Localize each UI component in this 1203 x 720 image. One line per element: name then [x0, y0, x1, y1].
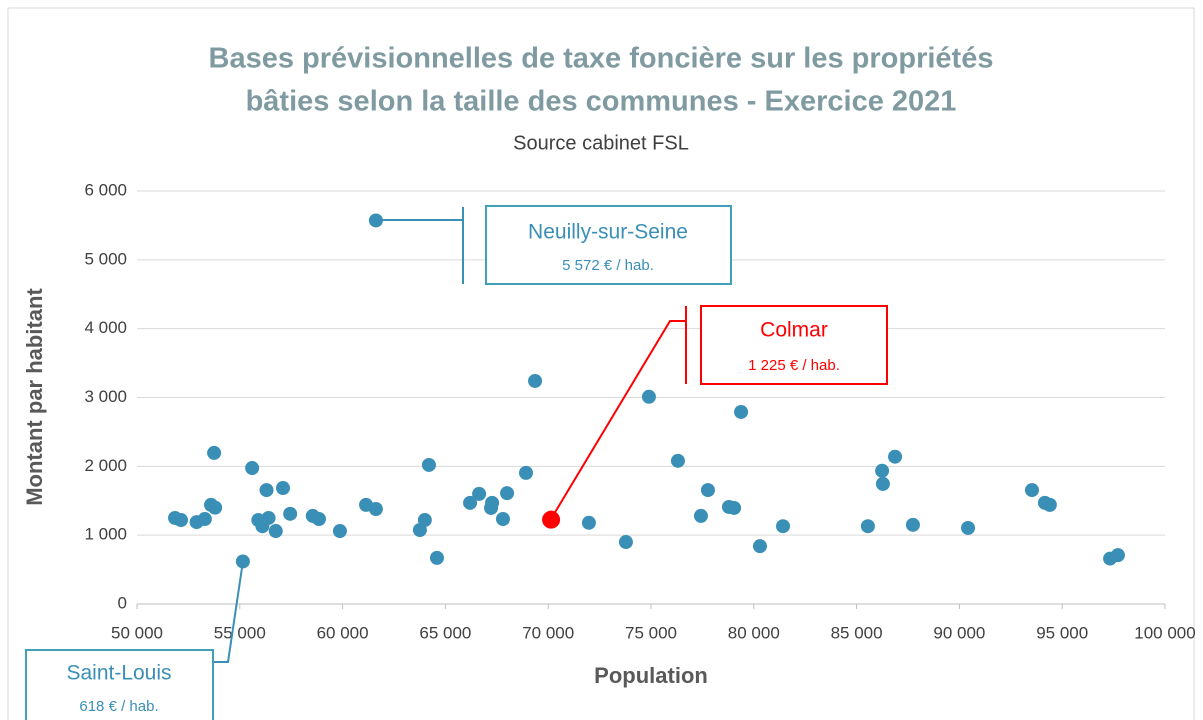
point — [905, 517, 920, 532]
callout-box — [25, 649, 214, 720]
point — [368, 502, 383, 517]
point — [207, 445, 222, 460]
point — [860, 519, 875, 534]
point — [332, 524, 347, 539]
x-tick-label: 80 000 — [728, 623, 780, 642]
y-tick-label: 4 000 — [84, 318, 127, 337]
callout-title: Colmar — [760, 319, 828, 342]
point — [173, 513, 188, 528]
point — [752, 539, 767, 554]
chart-subtitle: Source cabinet FSL — [513, 132, 689, 154]
point — [542, 510, 561, 529]
point — [463, 495, 478, 510]
point — [641, 389, 656, 404]
point — [275, 481, 290, 496]
callout-text: 1 225 € / hab. — [748, 357, 840, 374]
point — [500, 486, 515, 501]
leader-line — [550, 320, 686, 520]
y-axis-label: Montant par habitant — [22, 288, 47, 506]
x-tick-label: 95 000 — [1036, 623, 1088, 642]
point — [528, 373, 543, 388]
point — [261, 510, 276, 525]
point — [727, 500, 742, 515]
y-tick-label: 2 000 — [84, 456, 127, 475]
x-tick-label: 50 000 — [111, 623, 163, 642]
point — [1024, 483, 1039, 498]
point — [208, 500, 223, 515]
point — [417, 513, 432, 528]
y-tick-label: 6 000 — [84, 180, 127, 199]
point — [197, 511, 212, 526]
plot-area: 0 1 000 2 000 3 000 4 000 5 000 6 000 50 000 55 … — [84, 180, 1195, 642]
x-tick-label: 70 000 — [522, 623, 574, 642]
chart-border — [7, 7, 1195, 720]
callout-title: Saint-Louis — [66, 662, 171, 685]
point — [618, 535, 633, 550]
point — [259, 483, 274, 498]
point — [495, 511, 510, 526]
x-tick-label: 90 000 — [933, 623, 985, 642]
point — [875, 463, 890, 478]
point — [368, 213, 383, 228]
point — [888, 449, 903, 464]
point — [1110, 548, 1125, 563]
point — [875, 476, 890, 491]
x-tick-label: 60 000 — [317, 623, 369, 642]
x-tick-label: 65 000 — [419, 623, 471, 642]
point — [283, 506, 298, 521]
callout-text: 618 € / hab. — [79, 698, 158, 715]
point — [734, 404, 749, 419]
callout-box — [485, 205, 732, 285]
callout-box — [700, 305, 888, 385]
point — [485, 495, 500, 510]
point — [421, 457, 436, 472]
callout-title: Neuilly-sur-Seine — [528, 221, 688, 244]
point — [670, 453, 685, 468]
y-tick-label: 0 — [118, 593, 127, 612]
callouts — [25, 205, 888, 720]
point — [245, 461, 260, 476]
x-axis-label: Population — [594, 663, 708, 688]
y-tick-label: 5 000 — [84, 249, 127, 268]
point — [961, 520, 976, 535]
chart-title: bâties selon la taille des communes - Ex… — [246, 86, 957, 118]
point — [268, 524, 283, 539]
x-tick-label: 75 000 — [625, 623, 677, 642]
x-tick-label: 100 000 — [1134, 623, 1195, 642]
y-tick-label: 3 000 — [84, 387, 127, 406]
point — [581, 515, 596, 530]
x-tick-label: 55 000 — [214, 623, 266, 642]
point — [311, 511, 326, 526]
y-tick-label: 1 000 — [84, 525, 127, 544]
point — [518, 465, 533, 480]
leader-line — [213, 560, 244, 663]
point — [472, 486, 487, 501]
point — [429, 550, 444, 565]
point — [693, 508, 708, 523]
point — [1042, 497, 1057, 512]
chart-title: Bases prévisionnelles de taxe foncière s… — [209, 43, 994, 75]
point — [775, 519, 790, 534]
callout-text: 5 572 € / hab. — [562, 257, 654, 274]
point — [700, 483, 715, 498]
x-tick-label: 85 000 — [831, 623, 883, 642]
